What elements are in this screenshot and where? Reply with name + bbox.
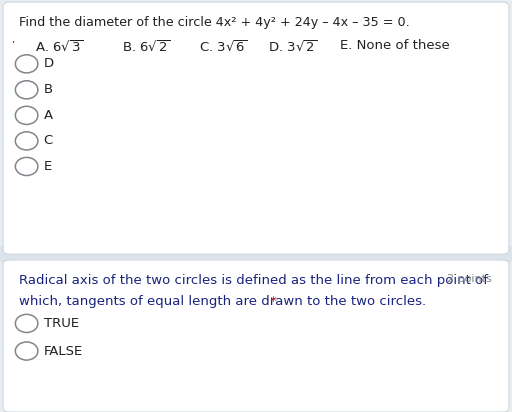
Bar (0, 246, 512, 262)
Text: A: A (44, 109, 53, 122)
Text: E. None of these: E. None of these (340, 39, 450, 52)
Text: Radical axis of the two circles is defined as the line from each point of: Radical axis of the two circles is defin… (19, 274, 488, 287)
FancyBboxPatch shape (3, 2, 509, 254)
Text: ’: ’ (11, 41, 14, 51)
Text: 2 points: 2 points (447, 274, 492, 284)
Text: B. 6$\sqrt{2}$: B. 6$\sqrt{2}$ (122, 39, 170, 54)
Text: A. 6$\sqrt{3}$: A. 6$\sqrt{3}$ (35, 39, 83, 54)
Text: E: E (44, 160, 52, 173)
Text: C: C (44, 134, 53, 147)
Text: TRUE: TRUE (44, 317, 79, 330)
Text: Find the diameter of the circle 4x² + 4y² + 24y – 4x – 35 = 0.: Find the diameter of the circle 4x² + 4y… (19, 16, 410, 30)
Text: D. 3$\sqrt{2}$: D. 3$\sqrt{2}$ (268, 39, 317, 54)
Text: which, tangents of equal length are drawn to the two circles.: which, tangents of equal length are draw… (19, 295, 426, 308)
Text: D: D (44, 57, 54, 70)
FancyBboxPatch shape (3, 260, 509, 412)
Text: FALSE: FALSE (44, 344, 83, 358)
Text: *: * (266, 295, 277, 308)
Text: B: B (44, 83, 53, 96)
Text: C. 3$\sqrt{6}$: C. 3$\sqrt{6}$ (199, 39, 247, 54)
